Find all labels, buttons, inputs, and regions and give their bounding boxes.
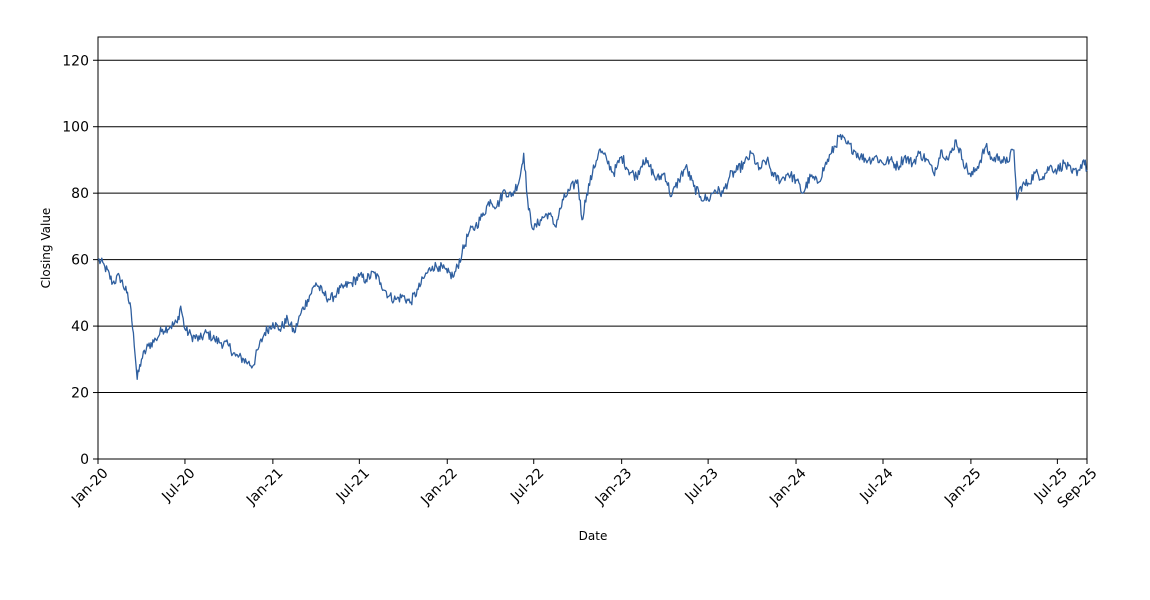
x-axis: Jan-20 Jul-20 Jan-21 Jul-21 Jan-22 Jul-22 Jan-… [68,459,1101,511]
x-tick-label: Jan-21 [243,465,286,508]
x-tick-label: Jan-24 [766,465,810,509]
x-tick-label: Jan-20 [68,465,111,508]
x-axis-title: Date [579,529,608,543]
y-tick-label: 60 [71,253,89,269]
x-tick-label: Jan-22 [417,465,460,508]
gridlines [98,59,1087,460]
y-axis: 0 20 40 60 80 100 120 [62,53,98,468]
y-tick-label: 100 [62,120,89,136]
x-tick-label: Jul-23 [682,465,722,505]
x-tick-label: Jul-20 [158,465,198,505]
y-tick-label: 20 [71,386,89,402]
x-tick-label: Jul-24 [856,465,896,505]
closing-value-line [97,133,1088,380]
x-tick-label: Jan-25 [941,465,984,508]
x-tick-label: Jul-22 [507,465,547,505]
y-axis-title: Closing Value [39,208,53,289]
y-tick-label: 0 [80,452,89,468]
plot-area [97,36,1088,460]
y-tick-label: 40 [71,319,89,335]
y-tick-label: 80 [71,186,89,202]
x-tick-label: Jan-23 [592,465,635,508]
y-tick-label: 120 [62,53,89,69]
x-tick-label: Jul-21 [333,465,373,505]
